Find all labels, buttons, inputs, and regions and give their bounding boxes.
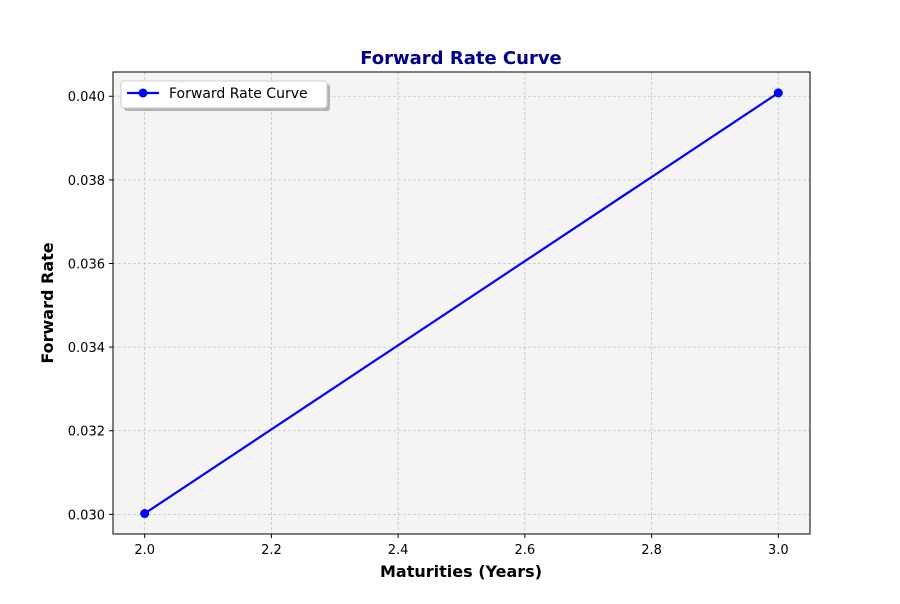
x-tick-label: 2.8	[641, 543, 662, 558]
legend-box	[120, 80, 328, 109]
y-tick-label: 0.036	[68, 257, 105, 272]
x-tick-label: 2.0	[134, 543, 155, 558]
x-axis-ticks: 2.0 2.2 2.4 2.6 2.8 3.0	[134, 534, 789, 558]
y-axis-ticks: 0.030 0.032 0.034 0.036 0.038 0.040	[68, 90, 113, 523]
data-point	[140, 509, 150, 519]
grid-lines	[113, 72, 810, 534]
x-axis-label: Maturities (Years)	[380, 562, 542, 581]
legend-marker-swatch	[138, 88, 148, 98]
legend: Forward Rate Curve	[120, 80, 330, 111]
x-tick-label: 3.0	[768, 543, 789, 558]
plot-frame	[112, 71, 811, 535]
x-tick-label: 2.4	[388, 543, 409, 558]
y-tick-label: 0.038	[68, 174, 105, 189]
series-layer	[140, 88, 783, 519]
y-tick-label: 0.032	[68, 425, 105, 440]
y-tick-label: 0.040	[68, 90, 105, 105]
series-line	[144, 91, 779, 515]
y-axis-label: Forward Rate	[38, 242, 57, 363]
y-tick-label: 0.030	[68, 508, 105, 523]
y-tick-label: 0.034	[68, 341, 105, 356]
x-tick-label: 2.6	[515, 543, 536, 558]
legend-entry-label: Forward Rate Curve	[169, 86, 308, 102]
x-tick-label: 2.2	[261, 543, 282, 558]
chart-title: Forward Rate Curve	[360, 48, 562, 69]
data-point	[773, 88, 783, 98]
